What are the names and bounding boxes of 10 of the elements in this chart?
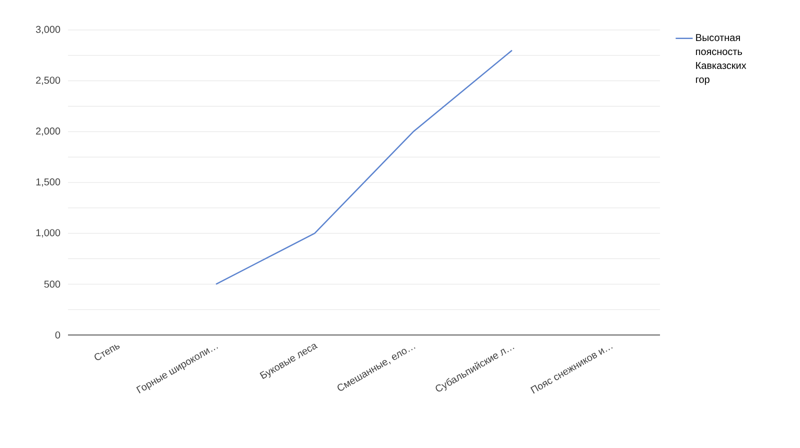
y-tick-label: 1,500 (36, 178, 60, 187)
y-tick-label: 500 (44, 280, 60, 288)
legend-label: Высотная поясность Кавказских гор (696, 34, 746, 85)
y-tick-label: 3,000 (36, 26, 60, 34)
y-tick-label: 2,000 (36, 128, 60, 136)
line-series (215, 50, 513, 285)
y-tick-label: 0 (55, 331, 60, 339)
y-tick-label: 2,500 (36, 76, 60, 85)
x-tick-label: Степь (94, 344, 120, 360)
y-tick-label: 1,000 (36, 229, 60, 238)
